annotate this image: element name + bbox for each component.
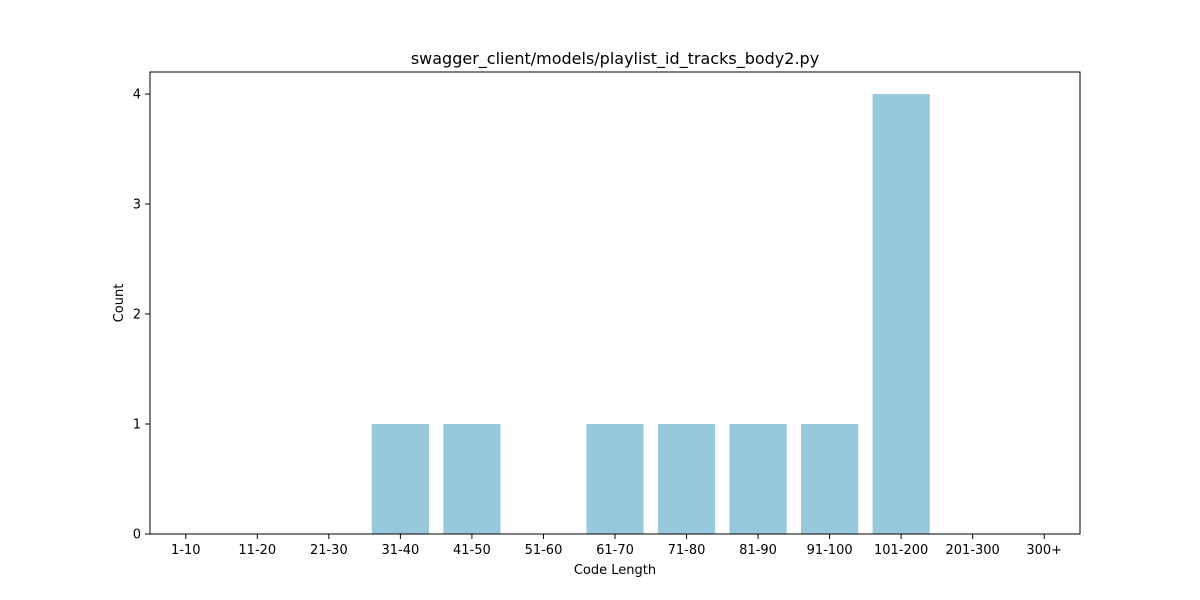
bars-group	[371, 94, 930, 534]
bar-71-80	[657, 424, 716, 534]
x-tick-label: 21-30	[310, 543, 348, 558]
x-axis: 1-10 11-20 21-30 31-40 41-50 51-60 61-70 71-80 8…	[171, 534, 1062, 558]
x-tick-label: 300+	[1026, 543, 1062, 558]
x-tick-label: 81-90	[739, 543, 777, 558]
bar-61-70	[586, 424, 644, 534]
x-tick-label: 61-70	[596, 543, 634, 558]
bar-81-90	[729, 424, 787, 534]
x-tick-label: 41-50	[453, 543, 491, 558]
x-tick-label: 31-40	[381, 543, 419, 558]
bar-91-100	[801, 424, 859, 534]
y-tick-label: 2	[133, 308, 141, 323]
y-tick-label: 0	[133, 528, 141, 543]
x-axis-label: Code Length	[574, 563, 656, 578]
x-tick-label: 11-20	[238, 543, 276, 558]
x-tick-label: 91-100	[807, 543, 853, 558]
bar-31-40	[371, 424, 429, 534]
x-tick-label: 71-80	[668, 543, 706, 558]
x-tick-label: 101-200	[874, 543, 928, 558]
y-axis-label: Count	[112, 284, 127, 323]
bar-101-200	[872, 94, 930, 534]
x-tick-label: 201-300	[946, 543, 1000, 558]
y-tick-label: 3	[133, 198, 141, 213]
chart-title: swagger_client/models/playlist_id_tracks…	[411, 49, 819, 69]
y-tick-label: 4	[133, 88, 141, 103]
x-tick-label: 51-60	[525, 543, 563, 558]
y-tick-label: 1	[133, 418, 141, 433]
bar-41-50	[443, 424, 501, 534]
y-axis: 0 1 2 3 4	[133, 88, 150, 543]
x-tick-label: 1-10	[171, 543, 201, 558]
